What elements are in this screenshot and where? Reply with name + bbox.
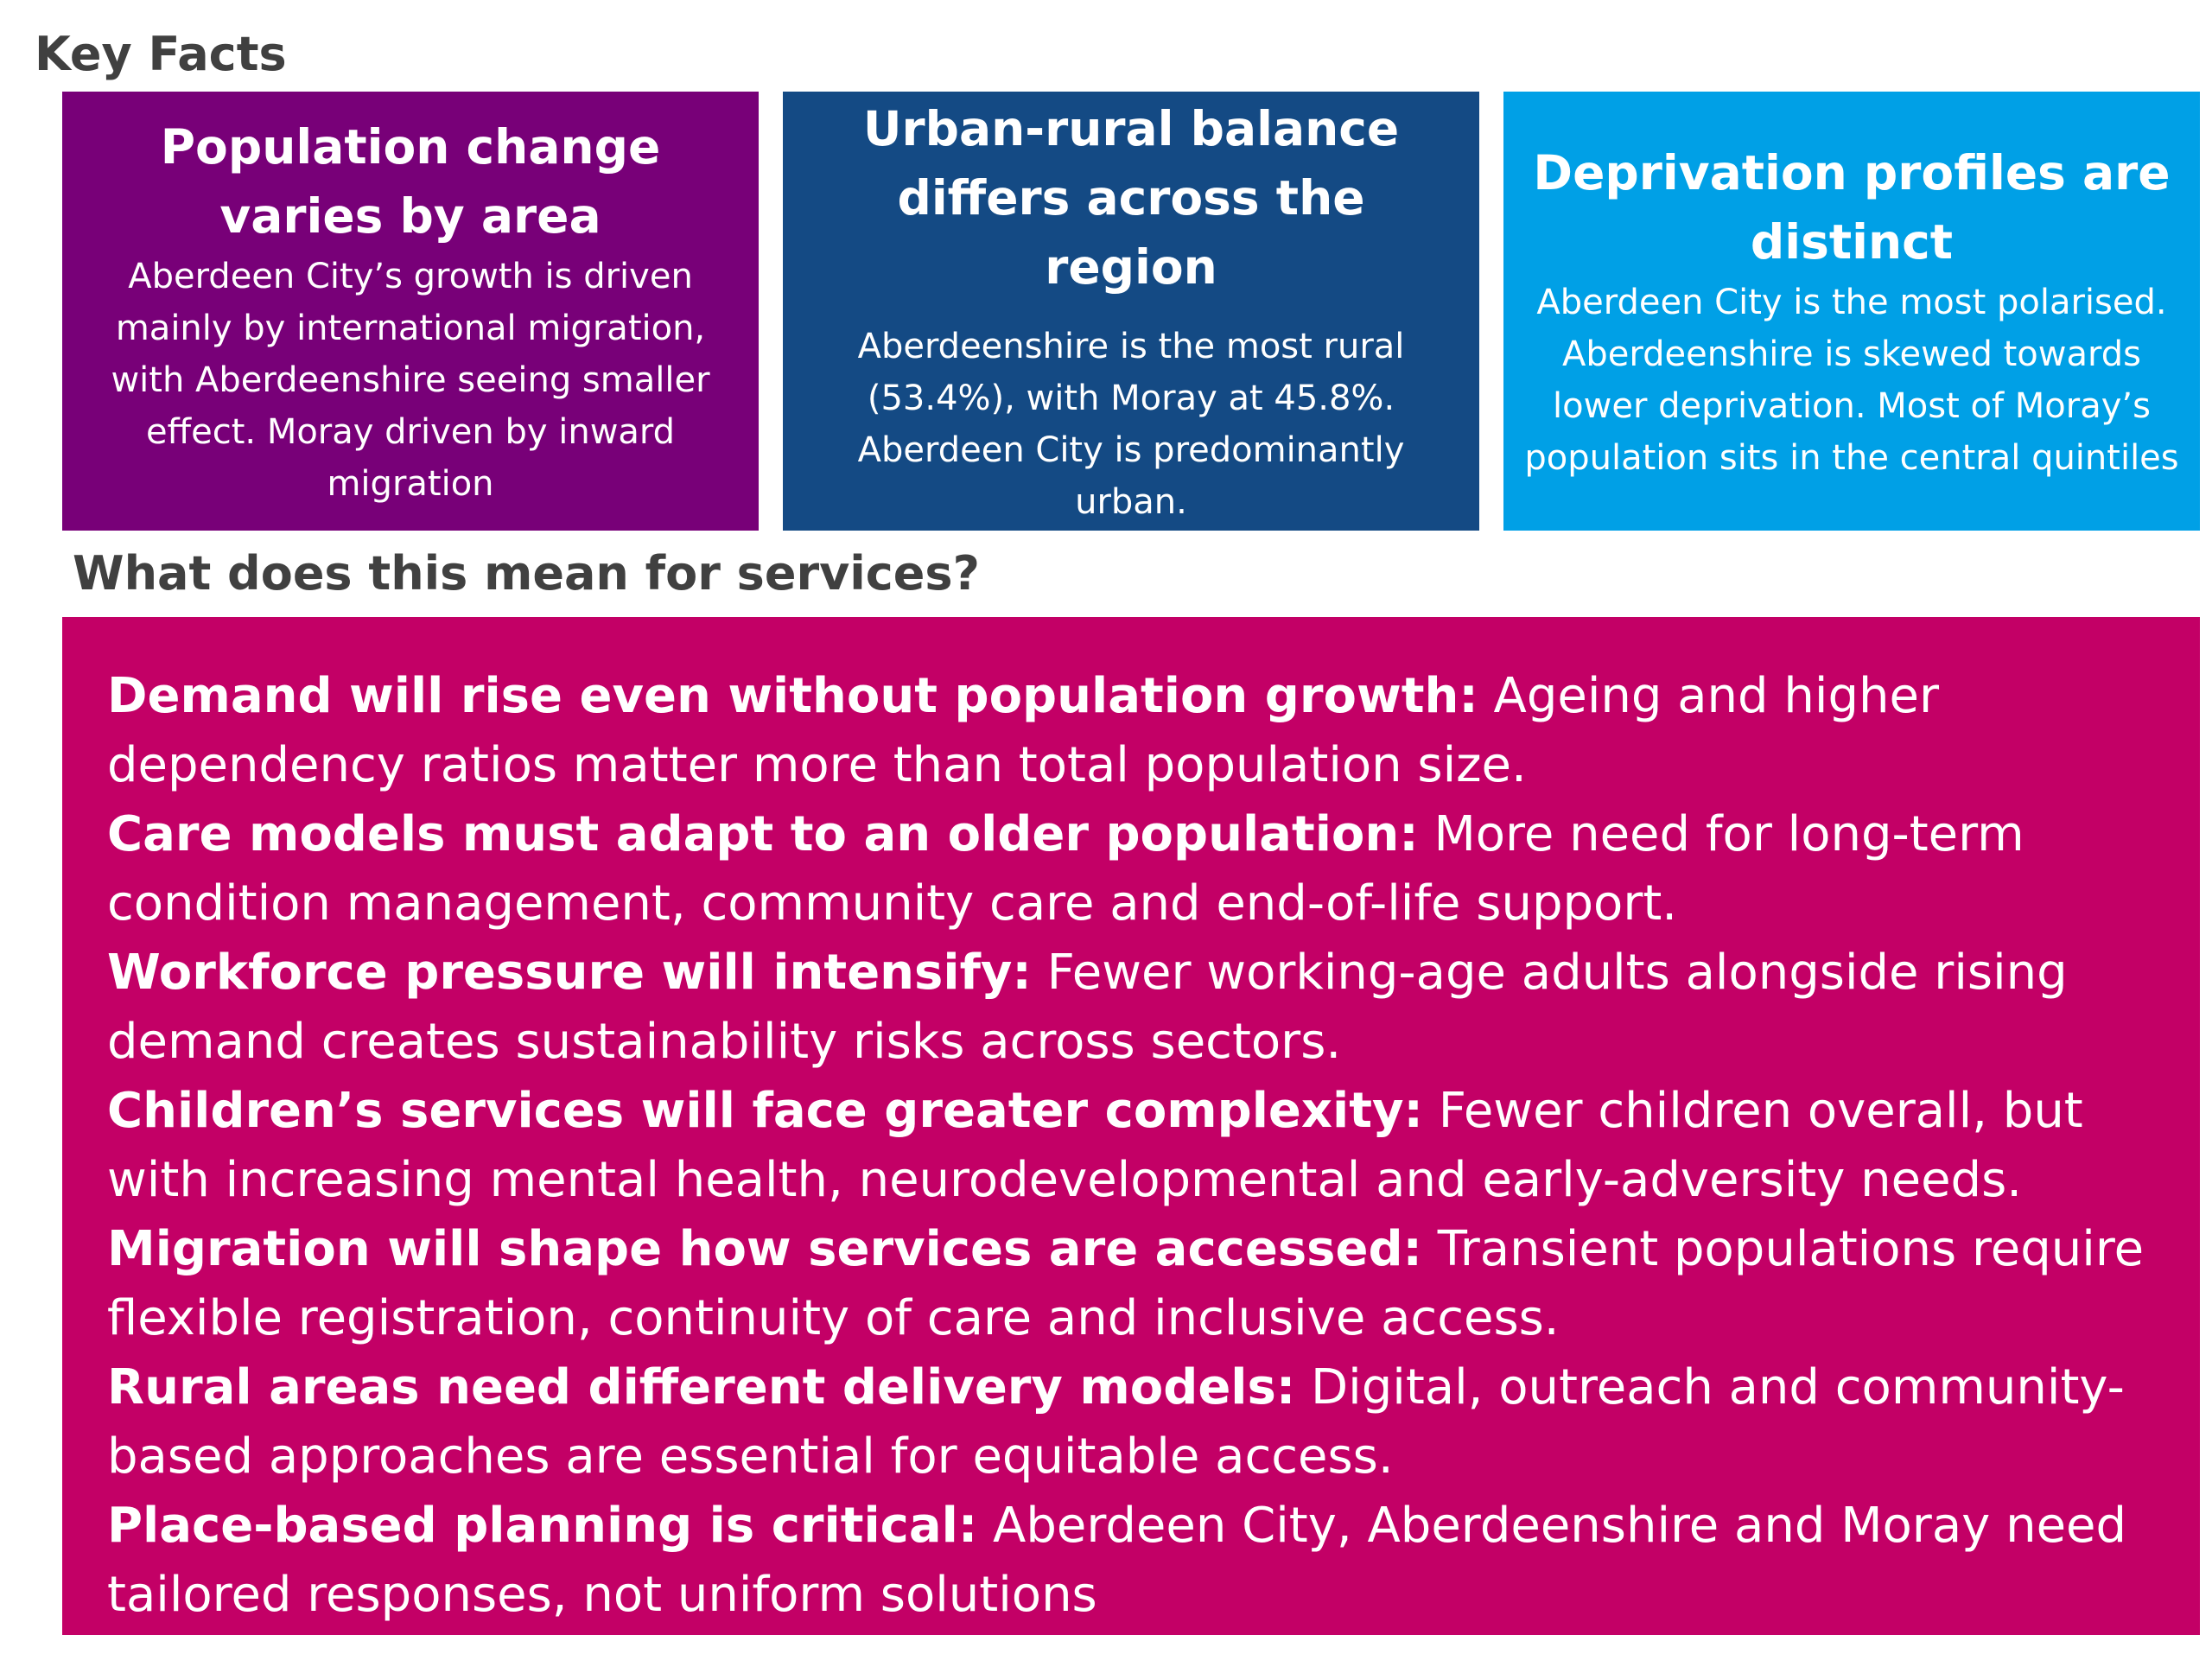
service-item-lead: Workforce pressure will intensify: <box>107 945 1032 1001</box>
service-item-text: More need for long-term condition manage… <box>107 806 2024 932</box>
fact-card-body: Aberdeenshire is the most rural (53.4%),… <box>857 327 1405 522</box>
service-item-text: Transient populations require flexible r… <box>107 1221 2145 1346</box>
service-item-lead: Migration will shape how services are ac… <box>107 1221 1422 1277</box>
service-item-childrens-services: Children’s services will face greater co… <box>107 1077 2165 1215</box>
service-item-text: Aberdeen City, Aberdeenshire and Moray n… <box>107 1498 2127 1623</box>
fact-card-body: Aberdeen City’s growth is driven mainly … <box>111 257 710 504</box>
service-item-text: Digital, outreach and community-based ap… <box>107 1359 2125 1485</box>
key-facts-heading: Key Facts <box>35 27 287 81</box>
services-heading: What does this mean for services? <box>73 546 980 601</box>
service-item-text: Fewer children overall, but with increas… <box>107 1083 2083 1208</box>
fact-card-urban-rural: Urban-rural balance differs across the r… <box>783 92 1479 531</box>
fact-card-body: Aberdeen City is the most polarised. Abe… <box>1524 283 2179 478</box>
service-item-workforce: Workforce pressure will intensify: Fewer… <box>107 938 2165 1077</box>
service-item-demand: Demand will rise even without population… <box>107 662 2165 800</box>
service-item-text: Fewer working-age adults alongside risin… <box>107 945 2068 1070</box>
service-item-migration: Migration will shape how services are ac… <box>107 1215 2165 1353</box>
service-item-rural-delivery: Rural areas need different delivery mode… <box>107 1353 2165 1492</box>
service-item-lead: Rural areas need different delivery mode… <box>107 1359 1296 1415</box>
service-item-lead: Demand will rise even without population… <box>107 668 1478 724</box>
service-item-lead: Care models must adapt to an older popul… <box>107 806 1419 862</box>
service-item-place-based: Place-based planning is critical: Aberde… <box>107 1492 2165 1630</box>
service-item-lead: Place-based planning is critical: <box>107 1498 978 1554</box>
fact-card-population-change: Population change varies by area Aberdee… <box>62 92 759 531</box>
service-item-care-models: Care models must adapt to an older popul… <box>107 800 2165 938</box>
fact-card-title: Deprivation profiles are distinct <box>1533 145 2171 270</box>
service-item-lead: Children’s services will face greater co… <box>107 1083 1423 1139</box>
fact-card-title: Urban-rural balance differs across the r… <box>862 101 1400 295</box>
service-item-text: Ageing and higher dependency ratios matt… <box>107 668 1939 793</box>
fact-card-deprivation: Deprivation profiles are distinct Aberde… <box>1503 92 2200 531</box>
fact-card-title: Population change varies by area <box>160 119 661 244</box>
services-panel: Demand will rise even without population… <box>62 617 2200 1635</box>
